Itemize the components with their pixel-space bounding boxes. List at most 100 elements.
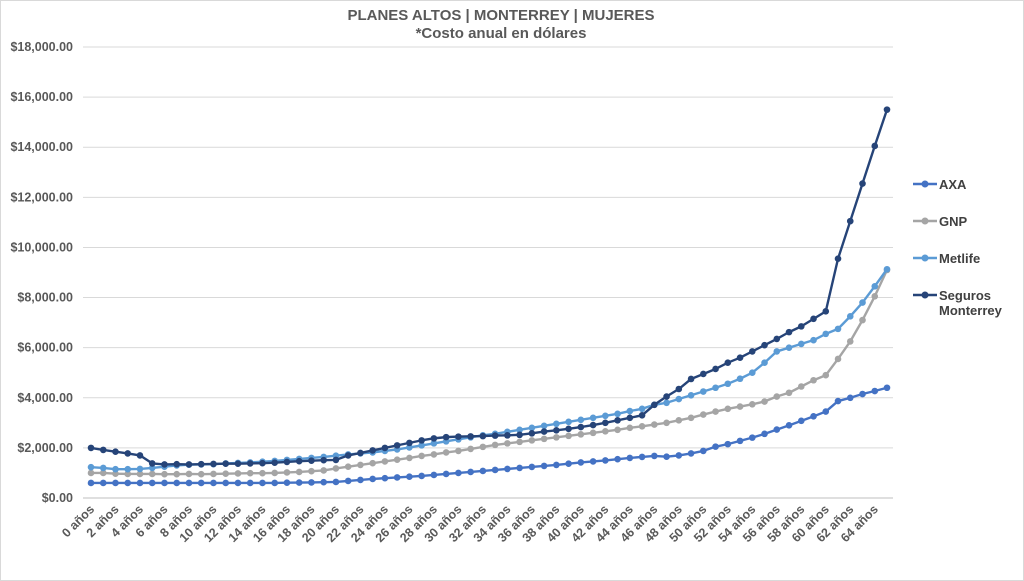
data-point: [259, 479, 266, 487]
data-point: [540, 422, 548, 430]
data-point: [381, 444, 389, 452]
data-point: [553, 427, 560, 434]
data-point: [136, 470, 144, 478]
data-point: [614, 410, 621, 418]
series-line: [91, 269, 889, 476]
data-point: [577, 416, 585, 424]
data-point: [651, 401, 658, 409]
data-point: [663, 419, 670, 427]
data-point: [99, 479, 107, 487]
data-point: [785, 328, 793, 336]
legend-label: AXA: [939, 177, 967, 192]
series-seguros-monterrey: [87, 106, 891, 468]
data-point: [259, 459, 266, 467]
data-point: [344, 477, 352, 485]
data-point: [479, 432, 487, 440]
data-point: [614, 417, 621, 424]
legend-swatch: [913, 254, 937, 262]
data-point: [161, 470, 168, 478]
data-point: [455, 469, 462, 477]
data-point: [369, 475, 376, 483]
data-point: [700, 411, 707, 418]
data-point: [504, 465, 511, 473]
data-point: [810, 336, 817, 344]
data-point: [528, 424, 536, 432]
data-point: [197, 479, 205, 487]
data-point: [859, 390, 866, 398]
data-point: [834, 397, 842, 405]
data-point: [283, 479, 291, 487]
data-point: [320, 456, 327, 464]
data-point: [418, 472, 425, 480]
data-point: [748, 400, 756, 408]
data-point: [822, 408, 830, 415]
data-point: [626, 454, 634, 462]
data-point: [700, 447, 707, 455]
data-point: [736, 403, 744, 410]
data-point: [871, 387, 879, 395]
data-point: [112, 448, 119, 455]
data-point: [577, 431, 585, 438]
data-point: [834, 355, 842, 363]
data-point: [724, 359, 732, 367]
data-point: [295, 479, 303, 486]
data-point: [479, 443, 487, 451]
data-point: [565, 418, 572, 426]
data-point: [430, 435, 438, 442]
legend-item: Metlife: [913, 247, 1023, 267]
data-point: [553, 461, 560, 469]
data-point: [308, 479, 315, 486]
data-point: [308, 467, 315, 475]
data-point: [785, 422, 793, 429]
data-point: [234, 470, 242, 477]
data-point: [99, 469, 107, 477]
data-point: [406, 454, 413, 462]
data-point: [577, 459, 585, 466]
data-point: [748, 348, 756, 355]
data-point: [87, 479, 95, 487]
data-point: [393, 442, 401, 449]
data-point: [663, 399, 670, 407]
data-point: [185, 470, 193, 478]
data-point: [185, 479, 193, 487]
data-point: [528, 463, 536, 471]
data-point: [687, 391, 695, 399]
data-point: [369, 459, 376, 467]
data-point: [136, 452, 144, 459]
data-point: [112, 465, 119, 473]
data-point: [430, 451, 438, 458]
data-point: [442, 449, 450, 456]
data-point: [283, 469, 291, 476]
data-point: [357, 449, 364, 457]
data-point: [393, 474, 401, 481]
series-line: [90, 109, 889, 466]
y-axis-ticks: $0.00 $2,000.00 $4,000.00 $6,000.00 $8,000.0…: [10, 40, 73, 505]
data-point: [259, 469, 266, 477]
data-point: [381, 474, 389, 482]
data-point: [553, 420, 560, 428]
data-point: [614, 455, 621, 463]
data-point: [797, 340, 805, 348]
data-point: [859, 180, 866, 187]
data-point: [99, 464, 107, 472]
data-point: [173, 479, 181, 487]
data-point: [406, 444, 413, 451]
data-point: [381, 458, 389, 465]
legend-label: GNP: [939, 214, 968, 229]
data-point: [846, 313, 854, 320]
data-point: [797, 383, 805, 390]
data-point: [246, 479, 254, 487]
data-point: [773, 348, 781, 355]
data-point: [761, 398, 768, 405]
data-point: [148, 460, 156, 467]
data-point: [602, 419, 609, 427]
data-point: [430, 471, 438, 479]
y-tick-label: $4,000.00: [17, 391, 73, 405]
data-point: [810, 315, 817, 323]
data-point: [295, 468, 303, 476]
data-point: [626, 424, 634, 432]
data-point: [675, 417, 683, 424]
data-point: [724, 380, 732, 388]
data-point: [638, 405, 646, 413]
data-point: [246, 460, 254, 467]
